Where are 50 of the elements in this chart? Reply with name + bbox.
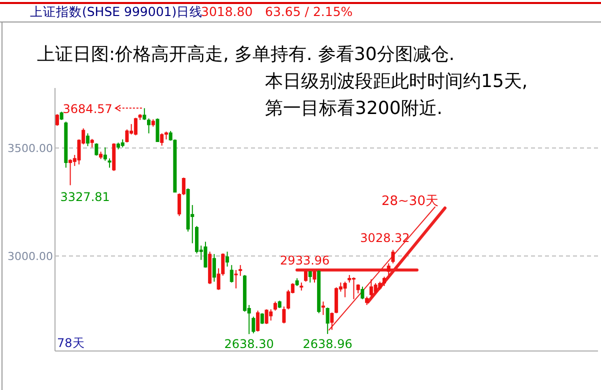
candlestick xyxy=(226,251,230,268)
candlestick xyxy=(256,310,260,332)
text: 3018.80 xyxy=(201,4,253,19)
candlestick xyxy=(156,118,160,142)
candlestick xyxy=(343,281,347,298)
candlestick xyxy=(374,282,378,294)
candlestick xyxy=(252,316,256,334)
candlestick xyxy=(55,114,59,126)
annotation: 78天 xyxy=(57,336,84,350)
candlestick xyxy=(160,132,164,146)
candlestick xyxy=(147,118,151,134)
candlestick xyxy=(204,241,208,268)
annotation: 3327.81 xyxy=(60,190,110,204)
candlestick xyxy=(108,158,112,168)
y-tick-label: 3500.00 xyxy=(8,142,53,156)
candlestick xyxy=(330,312,334,330)
candlestick xyxy=(326,307,330,334)
annotation: 3028.32 xyxy=(360,230,410,245)
candlestick xyxy=(234,270,238,289)
annotation: 第一目标看3200附近. xyxy=(265,98,443,119)
candlestick xyxy=(238,264,242,276)
candlestick xyxy=(282,306,286,324)
candlestick xyxy=(391,249,395,264)
candlestick xyxy=(312,270,316,284)
candlestick xyxy=(308,270,312,284)
candlestick xyxy=(260,312,264,325)
candlestick xyxy=(304,270,308,282)
chart-title: 上证指数(SHSE 999001)日线 xyxy=(30,4,203,19)
candlestick xyxy=(360,286,364,300)
candlestick xyxy=(274,301,277,312)
y-tick-label: 3000.00 xyxy=(8,250,53,263)
annotation: 28~30天 xyxy=(382,194,438,209)
annotation: 2638.96 xyxy=(302,336,352,351)
annotation: 2638.30 xyxy=(224,337,274,352)
annotation: 2933.96 xyxy=(280,253,330,268)
candlestick xyxy=(212,254,216,282)
candlestick xyxy=(125,128,129,143)
candlestick xyxy=(142,108,146,120)
candlestick xyxy=(86,132,90,147)
candlestick xyxy=(386,262,390,276)
candlestick xyxy=(134,117,138,136)
text: 63.65 / 2.15% xyxy=(265,4,353,19)
annotation: 本日级别波段距此时时间约15天, xyxy=(265,71,528,92)
candlestick xyxy=(68,158,72,186)
candlestick xyxy=(264,308,268,325)
candlestick xyxy=(103,146,107,162)
candlestick xyxy=(230,264,234,284)
candlestick xyxy=(321,301,325,316)
annotation: 3684.57 xyxy=(62,102,112,116)
text: 上证日图:价格高开高走, 多单持有. 参看30分图减仓. xyxy=(37,44,455,65)
